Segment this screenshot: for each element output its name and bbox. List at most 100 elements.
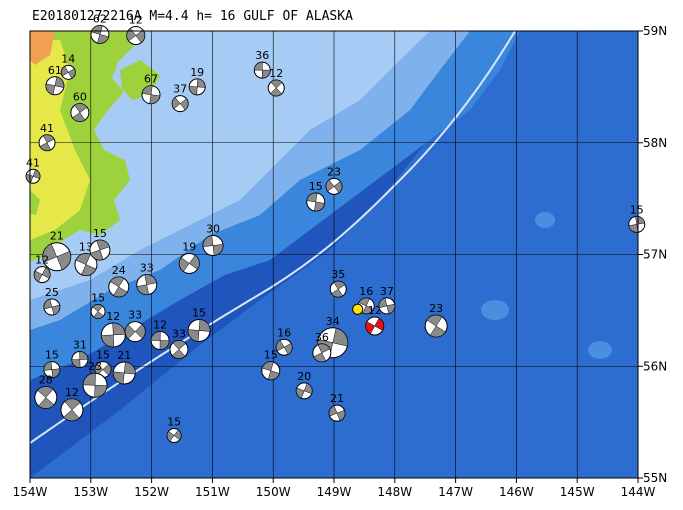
depth-label: 16 bbox=[359, 285, 373, 298]
beachball-quadrants bbox=[261, 361, 280, 380]
beachball-quadrants bbox=[72, 103, 88, 122]
beachball-quadrants bbox=[136, 274, 157, 295]
depth-label: 41 bbox=[26, 156, 40, 169]
focal-mechanism: 36 bbox=[253, 49, 271, 79]
depth-label: 37 bbox=[173, 83, 187, 96]
focal-mechanism: 14 bbox=[60, 52, 76, 80]
shelf bbox=[30, 31, 430, 300]
focal-mechanism: 21 bbox=[328, 392, 346, 422]
x-tick-label: 150W bbox=[256, 485, 291, 499]
beachball-quadrants bbox=[126, 27, 145, 44]
depth-label: 25 bbox=[45, 286, 59, 299]
beachball-quadrants bbox=[188, 78, 206, 96]
land-high bbox=[30, 40, 90, 240]
focal-mechanism: 33 bbox=[136, 262, 158, 296]
beachball-quadrants bbox=[37, 386, 55, 409]
beachball-quadrants bbox=[270, 79, 283, 97]
focal-mechanism: 12 bbox=[267, 67, 285, 97]
depth-label: 14 bbox=[61, 52, 75, 65]
beachball-fill bbox=[352, 303, 364, 315]
beachball-quadrants bbox=[150, 331, 170, 350]
depth-label: 12 bbox=[368, 304, 382, 317]
depth-label: 12 bbox=[129, 13, 143, 26]
depth-label: 12 bbox=[35, 254, 49, 267]
depth-label: 61 bbox=[48, 64, 62, 77]
beachball-quadrants bbox=[39, 134, 55, 151]
beachball-quadrants bbox=[166, 429, 182, 442]
x-tick-label: 147W bbox=[438, 485, 473, 499]
land-peak bbox=[30, 31, 55, 65]
beachball-quadrants bbox=[171, 97, 189, 111]
beachball-quadrants bbox=[71, 351, 89, 368]
x-tick-label: 153W bbox=[73, 485, 108, 499]
depth-label: 15 bbox=[192, 306, 206, 319]
focal-mechanism bbox=[352, 303, 364, 315]
focal-mechanism: 21 bbox=[112, 349, 136, 385]
beachball-quadrants bbox=[179, 255, 200, 272]
focal-mechanism: 15 bbox=[306, 180, 326, 212]
depth-label: 21 bbox=[117, 349, 131, 362]
beachball-quadrants bbox=[331, 280, 346, 298]
depth-label: 33 bbox=[128, 309, 142, 322]
depth-label: 21 bbox=[330, 392, 344, 405]
depth-label: 36 bbox=[255, 49, 269, 62]
beachball-quadrants bbox=[187, 319, 211, 342]
depth-label: 15 bbox=[96, 349, 110, 362]
focal-mechanism: 23 bbox=[424, 302, 448, 338]
depth-label: 12 bbox=[65, 386, 79, 399]
depth-label: 67 bbox=[144, 73, 158, 86]
focal-mechanism: 12 bbox=[365, 304, 385, 336]
beachball-quadrants bbox=[378, 297, 396, 314]
beachball-quadrants bbox=[90, 25, 109, 44]
focal-mechanism: 35 bbox=[329, 268, 347, 298]
focal-mechanism: 60 bbox=[70, 91, 90, 123]
beachball-quadrants bbox=[254, 61, 271, 79]
x-tick-label: 144W bbox=[621, 485, 656, 499]
focal-mechanism: 13 bbox=[74, 241, 98, 277]
focal-mechanism: 12 bbox=[100, 310, 126, 348]
focal-mechanism: 12 bbox=[33, 254, 51, 284]
focal-mechanism: 15 bbox=[89, 227, 111, 261]
focal-mechanism: 33 bbox=[169, 327, 189, 359]
beachball-quadrants bbox=[63, 398, 81, 422]
focal-mechanism: 23 bbox=[82, 360, 108, 398]
focal-mechanism: 15 bbox=[90, 291, 106, 319]
beachball-quadrants bbox=[42, 243, 72, 270]
focal-mechanism: 12 bbox=[126, 13, 146, 45]
depth-label: 20 bbox=[297, 370, 311, 383]
beachball-quadrants bbox=[365, 317, 384, 335]
focal-mechanism: 23 bbox=[325, 165, 343, 195]
focal-mechanism: 37 bbox=[171, 83, 189, 113]
beachball-quadrants bbox=[296, 383, 313, 399]
focal-mechanism: 41 bbox=[38, 122, 56, 152]
seamount bbox=[535, 212, 555, 228]
depth-label: 31 bbox=[73, 339, 87, 352]
axis-ticks: 154W 153W 152W 151W 150W 149W 148W 147W 146W 145W… bbox=[13, 24, 668, 499]
beachball-quadrants bbox=[82, 373, 108, 398]
depth-label: 60 bbox=[73, 91, 87, 104]
depth-label: 15 bbox=[309, 180, 323, 193]
focal-mechanism: 33 bbox=[124, 309, 146, 343]
beachball-quadrants bbox=[358, 297, 374, 315]
map-title: E201801272216A M=4.4 h= 16 GULF OF ALASK… bbox=[32, 9, 353, 24]
y-tick-label: 57N bbox=[643, 248, 667, 262]
beachball-quadrants bbox=[75, 253, 97, 276]
focal-mechanism: 19 bbox=[188, 66, 206, 96]
depth-label: 23 bbox=[88, 360, 102, 373]
focal-mechanism: 16 bbox=[275, 326, 293, 356]
focal-mechanism: 36 bbox=[312, 331, 332, 363]
beachball-quadrants bbox=[141, 85, 161, 104]
focal-mechanism: 15 bbox=[261, 349, 281, 381]
beachball-quadrants bbox=[202, 235, 224, 256]
depth-label: 30 bbox=[206, 223, 220, 236]
x-tick-label: 154W bbox=[13, 485, 48, 499]
y-tick-label: 55N bbox=[643, 471, 667, 485]
depth-label: 19 bbox=[190, 66, 204, 79]
focal-mechanism: 21 bbox=[42, 230, 72, 272]
depth-label: 12 bbox=[106, 310, 120, 323]
beachball-quadrants bbox=[90, 239, 110, 261]
x-tick-label: 146W bbox=[499, 485, 534, 499]
